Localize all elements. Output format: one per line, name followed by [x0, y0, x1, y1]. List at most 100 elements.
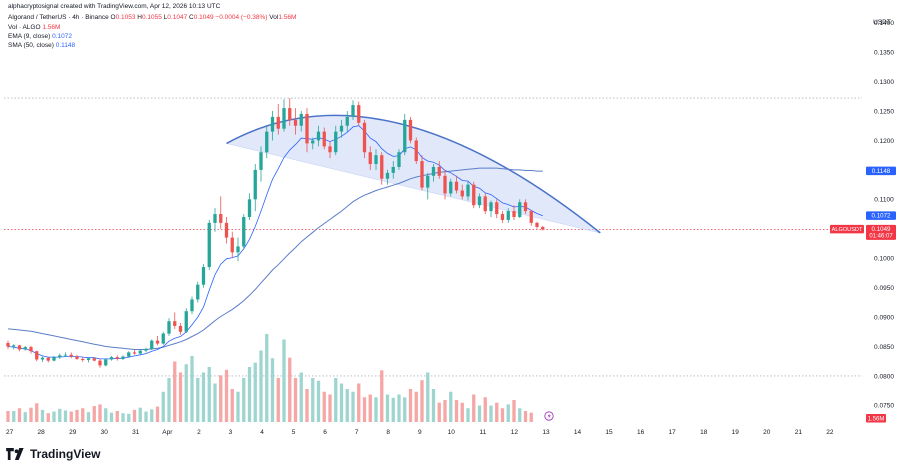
- high-value: 0.1055: [141, 14, 162, 21]
- candle-body: [334, 131, 338, 153]
- volume-bar: [328, 394, 332, 422]
- credit-text: alphacryptosignal created with TradingVi…: [8, 3, 221, 10]
- candle-body: [81, 358, 85, 361]
- volume-indicator-value: 1.56M: [42, 24, 61, 31]
- volume-bar: [92, 406, 96, 422]
- candle-body: [150, 340, 154, 349]
- volume-bar: [414, 391, 418, 422]
- volume-bar: [201, 372, 206, 422]
- axis-unit-label: USDT: [873, 19, 891, 26]
- candle-body: [98, 360, 102, 366]
- candle-body: [86, 358, 91, 361]
- volume-bar: [259, 350, 263, 422]
- candle-body: [138, 350, 142, 354]
- y-tick-label: 0.0800: [874, 373, 894, 380]
- x-tick-label: Apr: [162, 429, 173, 436]
- volume-bar: [454, 400, 459, 422]
- volume-indicator-title[interactable]: Vol · ALGO: [8, 24, 41, 31]
- candle-body: [276, 116, 280, 129]
- volume-bar: [523, 411, 528, 422]
- y-tick-label: 0.0950: [874, 285, 894, 292]
- volume-bar: [397, 394, 401, 422]
- volume-bar: [339, 383, 344, 422]
- ema-value: 0.1072: [52, 33, 72, 40]
- arc-pattern-drawing[interactable]: [226, 114, 601, 234]
- x-tick-label: 31: [132, 429, 140, 436]
- candle-body: [466, 184, 470, 197]
- candle-body: [437, 166, 441, 176]
- volume-bar: [276, 378, 280, 422]
- close-label: C: [189, 14, 194, 21]
- candle-body: [242, 217, 246, 247]
- x-tick-label: 11: [479, 429, 486, 436]
- x-tick-label: 6: [323, 429, 327, 436]
- volume-bar: [184, 364, 188, 422]
- volume-bar: [362, 397, 367, 422]
- candle-body: [270, 116, 275, 132]
- volume-bar: [466, 408, 470, 422]
- candle-body: [541, 227, 545, 230]
- candle-body: [454, 181, 459, 191]
- price-axis[interactable]: USDT0.14000.13500.13000.12500.12000.1150…: [873, 19, 894, 410]
- candle-body: [374, 155, 378, 165]
- ema-legend: EMA (9, close) 0.1072: [8, 33, 72, 41]
- volume-bar: [380, 370, 384, 422]
- tradingview-footer[interactable]: TradingView: [6, 446, 100, 462]
- candle-body: [29, 347, 33, 352]
- volume-bar: [219, 375, 223, 422]
- chart-background: [0, 0, 900, 446]
- candle-body: [92, 358, 96, 361]
- x-tick-label: 3: [229, 429, 233, 436]
- candle-body: [52, 357, 56, 361]
- volume-bar: [495, 402, 499, 422]
- ema-title[interactable]: EMA (9, close): [8, 33, 51, 40]
- volume-bar: [224, 369, 229, 422]
- candle-body: [420, 161, 424, 188]
- candle-body: [506, 211, 510, 220]
- time-axis[interactable]: 27 28 29 30 31 Apr 2 3 4 5 6 7 8 9 10 11 12 13 14 15 16 17 18 1…: [6, 429, 834, 436]
- volume-bar: [115, 411, 119, 422]
- candle-body: [127, 352, 131, 357]
- volume-legend: Vol · ALGO 1.56M: [8, 24, 60, 32]
- candle-body: [293, 119, 298, 126]
- candle-body: [173, 321, 177, 326]
- volume-bar: [305, 389, 309, 422]
- pair-price-label-text: ALGOUSDT: [832, 227, 863, 233]
- candle-body: [40, 357, 45, 360]
- volume-bar: [270, 358, 275, 422]
- candle-body: [380, 155, 384, 179]
- y-tick-label: 0.1250: [874, 108, 894, 115]
- ema9-line: [7, 125, 543, 360]
- candle-body: [403, 119, 407, 153]
- candle-body: [155, 340, 160, 344]
- candle-body: [351, 105, 355, 117]
- x-tick-label: 13: [542, 429, 550, 436]
- candle-body: [357, 105, 361, 123]
- candle-body: [224, 222, 229, 238]
- volume-bar: [357, 383, 361, 422]
- symbol-title[interactable]: Algorand / TetherUS · 4h · Binance: [8, 14, 109, 21]
- volume-bar: [443, 400, 447, 422]
- tradingview-logo-icon: [6, 448, 24, 460]
- candle-body: [305, 113, 309, 144]
- volume-bar: [29, 407, 33, 422]
- volume-bar: [150, 409, 154, 422]
- volume-bar: [460, 402, 464, 422]
- volume-bar: [489, 405, 493, 422]
- candle-body: [161, 333, 165, 344]
- ema-price-tag: [866, 211, 896, 220]
- candle-body: [316, 131, 321, 141]
- volume-bar: [81, 408, 85, 422]
- candle-body: [408, 119, 413, 141]
- candle-body: [190, 299, 194, 312]
- volume-value: 1.56M: [278, 14, 297, 21]
- candle-body: [46, 357, 50, 361]
- sma-title[interactable]: SMA (50, close): [8, 42, 54, 49]
- ohlc-legend: Algorand / TetherUS · 4h · Binance O0.10…: [8, 14, 296, 22]
- volume-bar: [40, 409, 45, 422]
- volume-bar: [167, 378, 171, 422]
- volume-bar: [483, 397, 487, 422]
- volume-bar: [178, 372, 183, 422]
- candle-body: [299, 113, 303, 126]
